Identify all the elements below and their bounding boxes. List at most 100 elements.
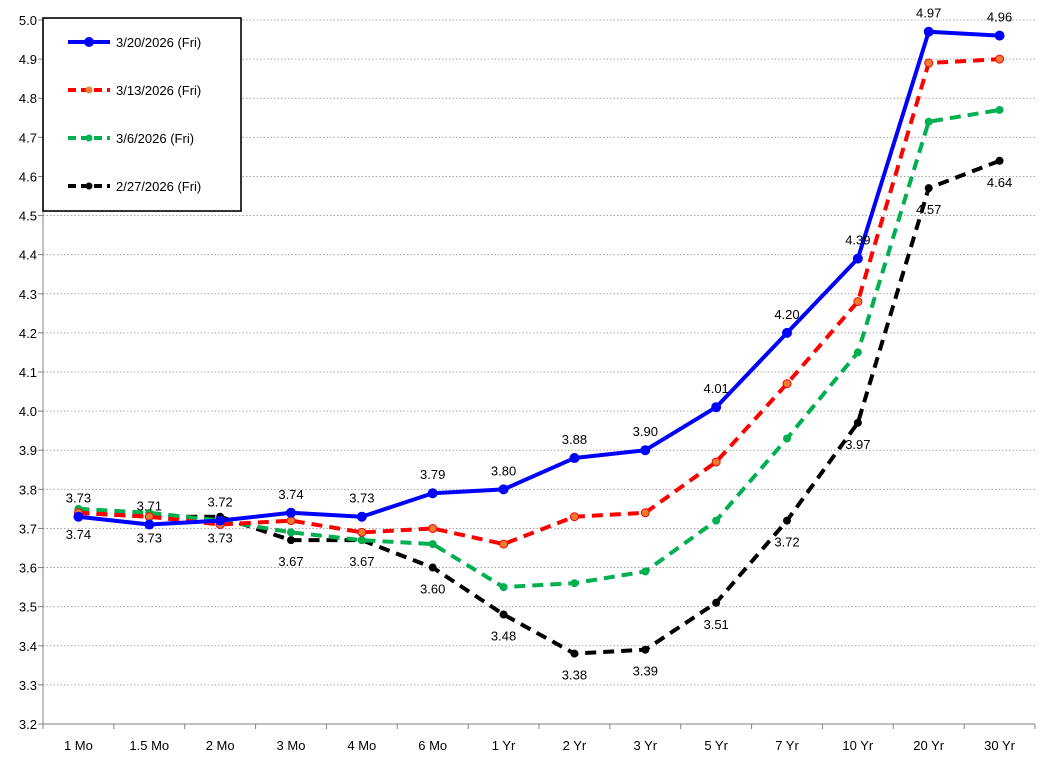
series-line: [78, 29, 1000, 527]
data-point: [570, 579, 579, 588]
legend: 3/20/2026 (Fri) 3/13/2026 (Fri) 3/6/2026 (…: [42, 17, 242, 212]
x-tick-label-1-mo: 1 Mo: [64, 738, 93, 753]
data-point: [286, 507, 296, 518]
x-tick-label-3-yr: 3 Yr: [633, 738, 657, 753]
x-tick-label-1-yr: 1 Yr: [492, 738, 516, 753]
data-label: 3.79: [420, 467, 445, 482]
data-point: [924, 117, 933, 126]
y-tick-label: 4.6: [19, 169, 37, 184]
legend-item-2-27-2026-fri: 2/27/2026 (Fri): [68, 179, 201, 194]
data-point: [427, 488, 438, 499]
legend-label: 3/13/2026 (Fri): [116, 83, 201, 98]
data-label: 3.73: [207, 531, 232, 546]
y-tick-label: 3.7: [19, 521, 37, 536]
data-point: [782, 379, 792, 389]
y-tick-label: 5.0: [19, 13, 37, 28]
data-label: 3.67: [278, 554, 303, 569]
y-tick-label: 4.2: [19, 326, 37, 341]
legend-item-3-13-2026-fri: 3/13/2026 (Fri): [68, 83, 201, 98]
data-point: [286, 516, 296, 526]
legend-label: 3/20/2026 (Fri): [116, 35, 201, 50]
data-point: [924, 184, 933, 193]
y-tick-label: 4.5: [19, 209, 37, 224]
data-point: [853, 297, 863, 307]
data-point: [498, 484, 509, 495]
axes: 3.2 3.3 3.4 3.5 3.6 3.7 3.8 3.9 4.0 4.1 4.2 4.3 4.4 4…: [19, 13, 1036, 753]
data-point: [287, 536, 295, 545]
data-label: 4.97: [916, 6, 941, 21]
data-point: [853, 348, 862, 357]
data-point: [428, 563, 437, 572]
data-label: 3.51: [703, 617, 728, 632]
legend-label: 3/6/2026 (Fri): [116, 131, 194, 146]
y-tick-label: 3.8: [19, 482, 37, 497]
data-labels-layer: 3.73 3.71 3.72 3.74 3.73 3.79 3.80 3.88 3.90 4.01…: [66, 6, 1012, 683]
data-point: [428, 523, 438, 533]
y-tick-label: 3.5: [19, 600, 37, 615]
data-point: [711, 457, 721, 467]
data-point: [712, 516, 721, 525]
data-point: [569, 512, 579, 522]
legend-label: 2/27/2026 (Fri): [116, 179, 201, 194]
data-point: [499, 583, 508, 592]
series-line: [78, 57, 1000, 547]
y-tick-label: 4.1: [19, 365, 37, 380]
data-label: 3.90: [633, 424, 658, 439]
y-tick-label: 4.3: [19, 287, 37, 302]
x-tick-label-1-5-mo: 1.5 Mo: [129, 738, 169, 753]
x-tick-label-30-yr: 30 Yr: [984, 738, 1016, 753]
data-point: [357, 527, 367, 537]
data-label: 3.72: [774, 535, 799, 550]
data-point: [499, 539, 509, 549]
y-tick-label: 4.7: [19, 130, 37, 145]
data-point: [712, 598, 721, 607]
data-point: [711, 402, 722, 413]
y-tick-label: 3.9: [19, 443, 37, 458]
data-label: 3.97: [845, 437, 870, 452]
data-label: 3.48: [491, 628, 516, 643]
data-point: [995, 105, 1004, 114]
x-tick-label-7-yr: 7 Yr: [775, 738, 799, 753]
data-point: [783, 434, 791, 443]
data-point: [640, 445, 651, 456]
data-point: [640, 508, 650, 518]
x-tick-label-5-yr: 5 Yr: [704, 738, 728, 753]
data-label: 3.73: [137, 531, 162, 546]
data-label: 3.71: [137, 499, 162, 514]
data-label: 3.39: [633, 664, 658, 679]
legend-item-3-6-2026-fri: 3/6/2026 (Fri): [68, 131, 194, 146]
legend-swatch-marker: [84, 37, 94, 47]
y-tick-label: 3.6: [19, 561, 37, 576]
x-tick-label-2-mo: 2 Mo: [206, 738, 235, 753]
data-point: [995, 54, 1005, 64]
data-point: [641, 645, 650, 654]
data-label: 3.73: [66, 491, 91, 506]
data-label: 4.57: [916, 202, 941, 217]
data-point: [995, 156, 1004, 165]
data-point: [570, 649, 579, 658]
data-point: [144, 512, 154, 522]
series-3-13-2026-fri: [73, 54, 1005, 549]
data-label: 4.01: [703, 381, 728, 396]
data-label: 4.64: [987, 175, 1012, 190]
x-tick-label-4-mo: 4 Mo: [347, 738, 376, 753]
data-point: [215, 515, 226, 526]
x-tick-label-6-mo: 6 Mo: [418, 738, 447, 753]
y-tick-label: 4.0: [19, 404, 37, 419]
data-point: [144, 519, 155, 530]
x-tick-label-3-mo: 3 Mo: [277, 738, 306, 753]
y-tick-label: 4.4: [19, 248, 37, 263]
data-label: 3.67: [349, 554, 374, 569]
data-label: 3.74: [278, 487, 303, 502]
data-label: 4.20: [774, 307, 799, 322]
legend-swatch-marker: [85, 134, 93, 142]
x-tick-label-2-yr: 2 Yr: [563, 738, 587, 753]
data-point: [853, 418, 862, 427]
data-point: [783, 516, 791, 525]
legend-item-3-20-2026-fri: 3/20/2026 (Fri): [68, 35, 201, 50]
data-label: 3.38: [562, 668, 587, 683]
data-label: 3.80: [491, 463, 516, 478]
data-point: [994, 30, 1005, 41]
data-point: [569, 453, 580, 464]
